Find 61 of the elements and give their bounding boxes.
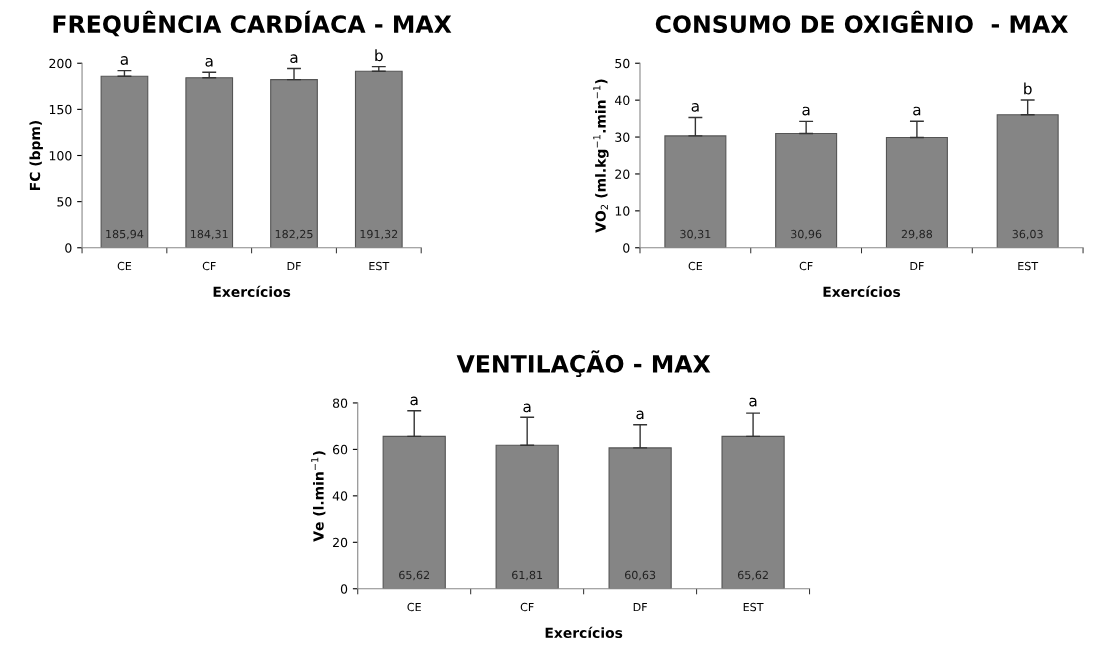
data-label: 36,03 xyxy=(1012,229,1043,240)
y-tick-label: 20 xyxy=(333,537,348,548)
annotation: a xyxy=(120,56,128,65)
data-label: 184,31 xyxy=(191,229,228,240)
y-tick-label: 20 xyxy=(615,169,630,179)
data-label: 185,94 xyxy=(106,229,144,240)
x-tick-label: DF xyxy=(910,261,924,271)
data-label: 61,81 xyxy=(512,570,543,581)
annotation: a xyxy=(205,57,213,67)
y-tick-label: 60 xyxy=(332,444,348,455)
x-tick-label: CE xyxy=(117,261,132,271)
y-tick-label: 0 xyxy=(623,243,630,253)
y-tick-label: 10 xyxy=(615,206,630,216)
data-label: 60,63 xyxy=(625,570,656,581)
annotation: b xyxy=(1024,82,1032,95)
y-tick-label: 40 xyxy=(614,95,630,106)
annotation: a xyxy=(636,410,644,420)
chart-title: FREQUÊNCIA CARDÍACA - MAX xyxy=(53,10,452,37)
y-tick-label: 0 xyxy=(65,243,72,253)
x-axis-title: Exercícios xyxy=(823,285,901,298)
data-label: 65,62 xyxy=(399,570,430,581)
data-label: 29,88 xyxy=(901,229,933,240)
x-tick-label: EST xyxy=(369,261,390,271)
data-label: 30,96 xyxy=(791,229,822,240)
y-axis-title: Ve (l.min$^{−1}$) xyxy=(311,451,326,542)
y-axis-title: VO$_{2}$ (ml.kg$^{−1}$.min$^{−1}$) xyxy=(593,79,609,233)
x-axis-title: Exercícios xyxy=(213,285,291,298)
annotation: b xyxy=(375,49,383,62)
x-tick-label: DF xyxy=(633,602,647,612)
data-label: 182,25 xyxy=(275,229,313,240)
data-label: 65,62 xyxy=(737,570,768,581)
y-tick-label: 100 xyxy=(49,150,72,161)
x-tick-label: CF xyxy=(202,261,216,271)
data-label: 30,31 xyxy=(680,229,711,240)
x-tick-label: CF xyxy=(520,602,534,612)
y-tick-label: 0 xyxy=(340,584,348,594)
x-tick-label: CE xyxy=(407,602,421,612)
chart-title: CONSUMO DE OXIGÊNIO - MAX xyxy=(655,10,1068,34)
y-tick-label: 80 xyxy=(332,398,348,408)
y-axis-title: FC (bpm) xyxy=(29,120,43,191)
annotation: a xyxy=(802,106,810,116)
annotation: a xyxy=(290,54,298,64)
annotation: a xyxy=(749,397,757,407)
y-tick-label: 50 xyxy=(57,197,72,207)
x-tick-label: EST xyxy=(1018,261,1039,271)
annotation: a xyxy=(691,102,699,112)
data-label: 191,32 xyxy=(360,229,398,240)
y-tick-label: 200 xyxy=(49,58,72,69)
annotation: a xyxy=(410,396,418,406)
x-tick-label: EST xyxy=(743,602,764,612)
x-axis-title: Exercícios xyxy=(545,626,623,639)
x-tick-label: CE xyxy=(688,261,703,271)
annotation: a xyxy=(913,106,921,116)
y-tick-label: 150 xyxy=(49,104,72,115)
y-tick-label: 50 xyxy=(615,58,630,69)
y-tick-label: 30 xyxy=(615,132,630,142)
x-tick-label: CF xyxy=(799,261,813,271)
annotation: a xyxy=(523,403,531,413)
y-tick-label: 40 xyxy=(332,491,348,501)
chart-title: VENTILAÇÃO - MAX xyxy=(456,350,711,377)
x-tick-label: DF xyxy=(287,261,301,271)
